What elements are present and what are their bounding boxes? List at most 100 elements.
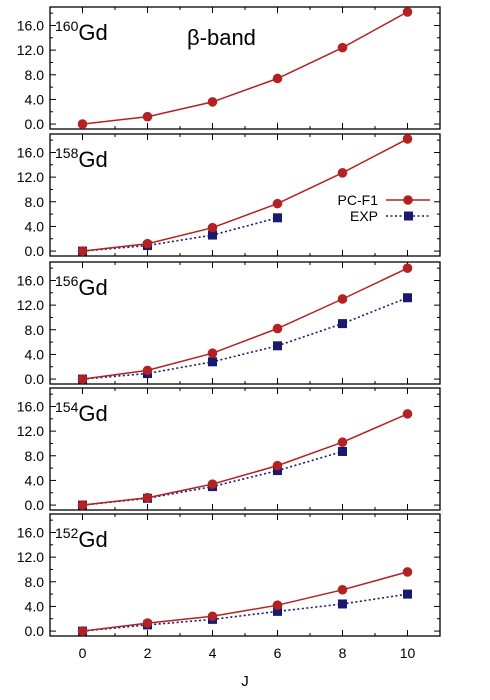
exp-series-line: [82, 296, 408, 380]
y-tick-label: 0.0: [25, 497, 45, 513]
pc-f1-data-point: [337, 437, 348, 448]
pc-f1-data-point: [142, 618, 153, 628]
pc-f1-data-point: [142, 238, 153, 249]
pc-f1-data-point: [402, 409, 413, 419]
x-tick-label: 0: [79, 645, 87, 661]
exp-data-point: [403, 589, 412, 599]
exp-data-point: [208, 230, 217, 240]
mass-number: 154: [55, 399, 79, 415]
plot-frame: [49, 513, 441, 637]
y-tick-label: 0.0: [25, 623, 45, 639]
pc-f1-data-point: [337, 168, 348, 178]
y-tick-label: 8.0: [25, 574, 45, 590]
pc-f1-series-line: [82, 11, 408, 125]
element-symbol: Gd: [78, 401, 107, 426]
pc-f1-series-line: [82, 267, 408, 380]
panel-154gd: 0.0 4.0 8.0 12.0 16.0 154Gd: [17, 387, 441, 513]
y-tick-label: 4.0: [25, 598, 45, 614]
y-tick-label: 4.0: [25, 346, 45, 362]
y-tick-label: 12.0: [17, 169, 44, 185]
panel-160gd: 0.0 4.0 8.0 12.0 16.0 160Gd β-band: [17, 6, 441, 132]
exp-data-point: [338, 446, 347, 456]
element-symbol: Gd: [78, 527, 107, 552]
x-tick-label: 6: [274, 645, 282, 661]
mass-number: 156: [55, 273, 79, 289]
pc-f1-data-point: [272, 600, 283, 610]
panel-156gd: 0.0 4.0 8.0 12.0 16.0 156Gd: [17, 261, 441, 387]
legend-label-pc-f1: PC-F1: [338, 192, 379, 208]
y-tick-label: 16.0: [17, 272, 44, 288]
y-tick-label: 8.0: [25, 448, 45, 464]
y-tick-label: 12.0: [17, 297, 44, 313]
pc-f1-data-point: [272, 198, 283, 209]
pc-f1-data-point: [207, 479, 218, 489]
y-tick-label: 0.0: [25, 243, 45, 259]
pc-f1-data-point: [77, 626, 88, 636]
x-tick-label: 4: [209, 645, 217, 661]
y-tick-label: 4.0: [25, 218, 45, 234]
pc-f1-data-point: [402, 7, 413, 17]
exp-data-point: [273, 341, 282, 351]
y-tick-label: 8.0: [25, 322, 45, 338]
legend-label-exp: EXP: [350, 208, 378, 224]
y-tick-label: 4.0: [25, 472, 45, 488]
pc-f1-data-point: [402, 263, 413, 273]
exp-data-point: [338, 319, 347, 329]
element-symbol: Gd: [78, 147, 107, 172]
nucleus-label: 156Gd: [55, 273, 108, 300]
y-tick-label: 16.0: [17, 17, 44, 33]
mass-number: 160: [55, 18, 79, 34]
exp-data-point: [338, 599, 347, 609]
y-tick-label: 8.0: [25, 194, 45, 210]
y-tick-label: 4.0: [25, 91, 45, 107]
exp-series-line: [82, 217, 278, 252]
y-tick-label: 16.0: [17, 524, 44, 540]
exp-data-point: [208, 357, 217, 367]
pc-f1-data-point: [142, 111, 153, 122]
pc-f1-data-point: [272, 323, 283, 334]
pc-f1-series-line: [82, 138, 408, 252]
y-tick-label: 0.0: [25, 371, 45, 387]
pc-f1-data-point: [272, 73, 283, 84]
nucleus-label: 160Gd: [55, 18, 108, 45]
nucleus-label: 154Gd: [55, 399, 108, 426]
exp-data-point: [273, 606, 282, 616]
pc-f1-data-point: [207, 222, 218, 233]
pc-f1-data-point: [77, 374, 88, 384]
legend-marker-pc-f1: [403, 195, 413, 205]
mass-number: 158: [55, 145, 79, 161]
pc-f1-data-point: [402, 134, 413, 144]
y-tick-label: 12.0: [17, 423, 44, 439]
legend-marker-exp: [404, 211, 413, 221]
element-symbol: Gd: [78, 275, 107, 300]
x-tick-label: 10: [400, 645, 416, 661]
nucleus-label: 158Gd: [55, 145, 108, 172]
pc-f1-data-point: [272, 460, 283, 471]
pc-f1-data-point: [337, 294, 348, 304]
y-tick-label: 12.0: [17, 42, 44, 58]
pc-f1-data-point: [207, 97, 218, 107]
y-tick-label: 0.0: [25, 116, 45, 132]
pc-f1-data-point: [77, 246, 88, 256]
y-tick-label: 12.0: [17, 549, 44, 565]
pc-f1-data-point: [207, 348, 218, 358]
y-tick-label: 8.0: [25, 67, 45, 83]
mass-number: 152: [55, 525, 79, 541]
pc-f1-data-point: [77, 119, 88, 129]
panel-152gd: 0.0 4.0 8.0 12.0 16.0 152Gd: [17, 513, 441, 639]
pc-f1-data-point: [402, 567, 413, 577]
pc-f1-data-point: [337, 584, 348, 595]
pc-f1-series-line: [82, 413, 408, 506]
nucleus-label: 152Gd: [55, 525, 108, 552]
band-title: β-band: [187, 25, 256, 50]
exp-series-line: [82, 593, 408, 632]
x-axis-label: J: [241, 673, 249, 690]
pc-f1-data-point: [337, 42, 348, 53]
exp-data-point: [273, 213, 282, 223]
pc-f1-data-point: [77, 500, 88, 510]
x-tick-label: 8: [339, 645, 347, 661]
pc-f1-data-point: [207, 611, 218, 622]
